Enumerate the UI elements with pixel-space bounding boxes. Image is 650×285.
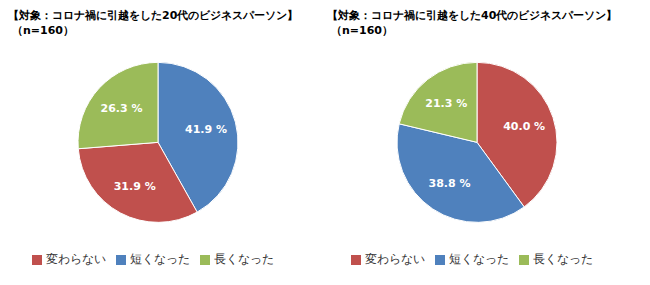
svg-text:40.0 %: 40.0 %	[503, 120, 545, 133]
html-text:（n=160）: （n=160）	[331, 24, 393, 37]
html-text:長くなった: 長くなった	[214, 252, 274, 266]
html-text:変わらない: 変わらない	[365, 252, 425, 266]
html-text:短くなった: 短くなった	[449, 252, 509, 266]
html-text:【対象：コロナ禍に引越をした20代のビジネスパーソン】: 【対象：コロナ禍に引越をした20代のビジネスパーソン】	[8, 9, 299, 22]
html-text:【対象：コロナ禍に引越をした40代のビジネスパーソン】: 【対象：コロナ禍に引越をした40代のビジネスパーソン】	[327, 9, 618, 22]
svg-text:21.3 %: 21.3 %	[425, 97, 467, 110]
html-text:長くなった: 長くなった	[533, 252, 593, 266]
svg-text:38.8 %: 38.8 %	[429, 177, 471, 190]
html-text:短くなった: 短くなった	[130, 252, 190, 266]
svg-text:31.9 %: 31.9 %	[114, 180, 156, 193]
html-text:（n=160）: （n=160）	[12, 24, 74, 37]
svg-text:26.3 %: 26.3 %	[101, 102, 143, 115]
svg-text:41.9 %: 41.9 %	[185, 123, 227, 136]
html-text:変わらない: 変わらない	[46, 252, 106, 266]
